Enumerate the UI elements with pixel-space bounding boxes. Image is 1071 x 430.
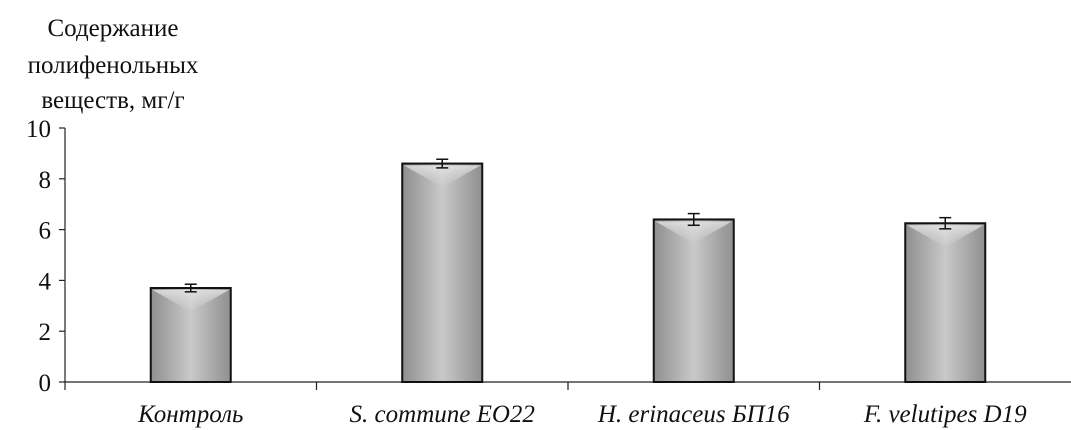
y-tick-label: 4: [39, 268, 52, 295]
bar-bevel: [655, 221, 732, 244]
error-bar: [939, 216, 952, 230]
bar-body: [904, 222, 987, 383]
category-label: Контроль: [137, 401, 243, 428]
error-bar: [184, 283, 197, 293]
y-tick-label: 2: [39, 319, 52, 346]
bar: [401, 162, 484, 383]
category-labels: Контроль S. commune EO22 H. erinaceus БП16…: [137, 401, 1027, 428]
y-tick-label: 0: [39, 370, 52, 397]
bar: [904, 222, 987, 383]
x-axis: [64, 381, 1071, 390]
error-bar: [687, 212, 700, 227]
error-bars: [184, 158, 952, 293]
category-label: H. erinaceus БП16: [597, 401, 790, 428]
category-label: F. velutipes D19: [863, 401, 1027, 428]
error-bar: [436, 158, 449, 169]
bar-bevel: [404, 165, 481, 188]
bar-body: [401, 162, 484, 383]
bars: [149, 162, 987, 383]
y-axis-title: Содержание полифенольных веществ, мг/г: [28, 15, 199, 114]
bar: [652, 218, 735, 383]
y-axis-title-line-3: веществ, мг/г: [41, 87, 184, 114]
bar-body: [652, 218, 735, 383]
y-tick-label: 8: [39, 167, 52, 194]
bar-bevel: [152, 290, 229, 313]
y-tick-label: 6: [39, 218, 52, 245]
category-label: S. commune EO22: [350, 401, 535, 428]
y-axis-title-line-1: Содержание: [48, 15, 179, 42]
y-tick-label: 10: [26, 116, 51, 143]
bar-bevel: [907, 225, 984, 248]
bar: [149, 287, 232, 383]
y-axis-title-line-2: полифенольных: [28, 52, 199, 79]
y-axis: 0 2 4 6 8 10: [26, 116, 66, 397]
